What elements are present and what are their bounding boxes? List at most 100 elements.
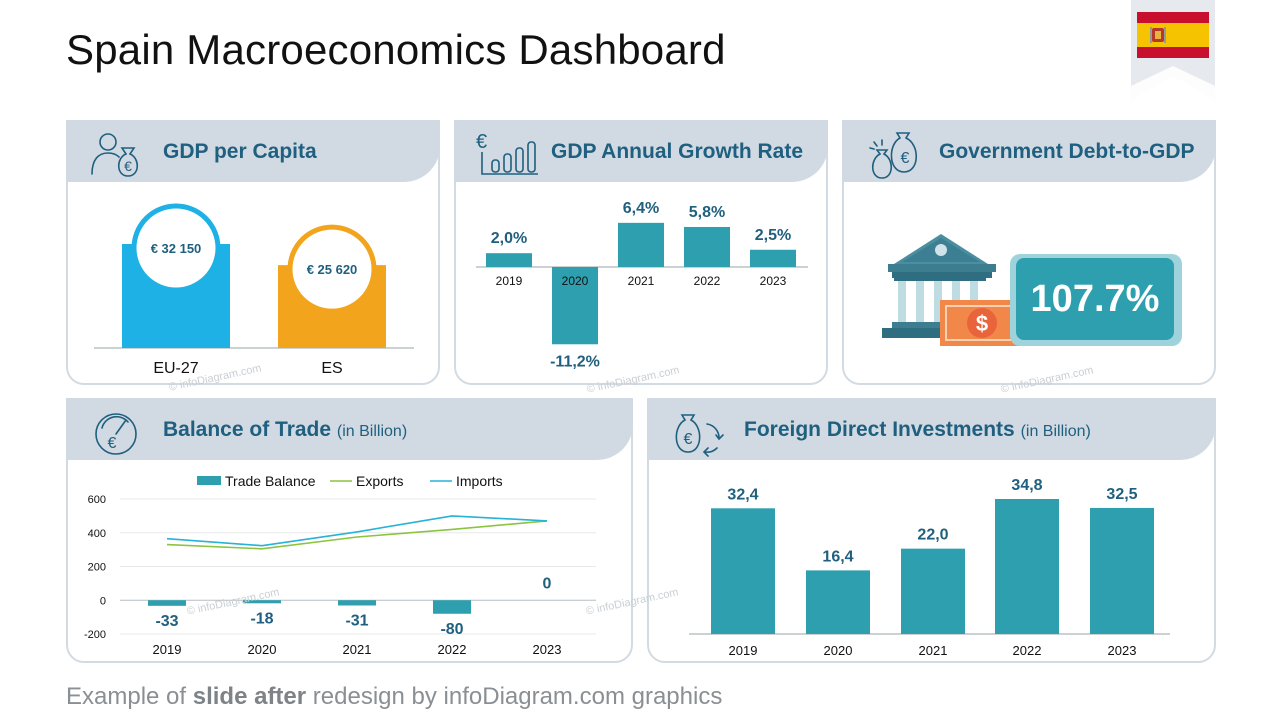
data-label: 2,0% — [491, 230, 527, 247]
x-tick-label: 2020 — [824, 643, 853, 658]
money-bag-exchange-icon: € — [675, 414, 724, 457]
value-circle — [287, 224, 377, 314]
bar — [618, 222, 664, 267]
bar — [243, 600, 281, 604]
legend-entry: Trade Balance — [225, 473, 316, 489]
footer-bold: slide after — [192, 683, 307, 710]
gdp-growth-chart: 2,0% 2019 -11,2% 2020 6,4% 2021 5,8% 2022 2,5% 20… — [476, 200, 808, 370]
euro-gauge-icon: € — [95, 413, 137, 455]
svg-text:€: € — [124, 158, 132, 174]
euro-bar-chart-icon: € — [476, 131, 538, 175]
y-tick-label: 600 — [88, 494, 106, 506]
data-label: € 25 620 — [307, 262, 358, 277]
x-tick-label: 2021 — [919, 643, 948, 658]
data-label: -18 — [250, 610, 273, 627]
x-tick-label: 2020 — [562, 274, 589, 288]
legend-swatch — [197, 476, 221, 485]
bar — [338, 600, 376, 606]
y-tick-label: 0 — [100, 595, 106, 607]
y-tick-label: 200 — [88, 562, 106, 574]
x-tick-label: EU-27 — [153, 360, 198, 377]
value-circle — [131, 203, 221, 293]
balance-of-trade-panel: € Balance of Trade (in Billion) 600 400 20… — [66, 398, 633, 663]
x-tick-label: 2020 — [248, 642, 277, 657]
y-tick-label: -200 — [84, 629, 106, 641]
balance-of-trade-chart: 600 400 200 0 -200 -33 2019 -18 2020 -31 2021 -80 20… — [84, 473, 596, 657]
series-line-imports — [166, 515, 548, 547]
x-tick-label: 2022 — [694, 274, 721, 288]
data-label: € 32 150 — [151, 241, 202, 256]
y-tick-label: 400 — [88, 528, 106, 540]
x-tick-label: 2021 — [628, 274, 655, 288]
gdp-per-capita-chart: € 32 150 EU-27 € 25 620 ES — [94, 203, 414, 377]
bar — [148, 600, 186, 606]
x-tick-label: ES — [321, 360, 342, 377]
person-money-bag-icon: € — [91, 133, 139, 177]
panel-title: GDP per Capita — [163, 140, 317, 163]
footer-caption: Example of slide after redesign by infoD… — [66, 683, 722, 711]
debt-value-box: 107.7% — [1016, 258, 1174, 340]
x-tick-label: 2022 — [1013, 643, 1042, 658]
fdi-panel: € Foreign Direct Investments (in Billion… — [585, 398, 1216, 663]
fdi-chart: 32,4 2019 16,4 2020 22,0 2021 34,8 2022 32,5 2023 — [689, 477, 1170, 658]
data-label: -33 — [155, 613, 178, 630]
panel-title-text: Foreign Direct Investments — [744, 418, 1015, 441]
panel-title: Foreign Direct Investments (in Billion) — [744, 418, 1091, 442]
panel-header — [647, 398, 1216, 460]
footer-prefix: Example of — [66, 683, 193, 710]
gdp-per-capita-panel: € GDP per Capita € 32 150 EU-27 € 25 620 ES… — [66, 120, 440, 394]
data-label: 22,0 — [917, 527, 948, 544]
legend-entry: Exports — [356, 473, 403, 489]
data-label: 0 — [543, 575, 552, 592]
x-tick-label: 2022 — [438, 642, 467, 657]
debt-value: 107.7% — [1030, 278, 1160, 320]
panel-header — [66, 398, 633, 460]
x-tick-label: 2019 — [496, 274, 523, 288]
panel-header — [66, 120, 440, 182]
x-tick-label: 2019 — [729, 643, 758, 658]
bar — [711, 508, 775, 634]
x-tick-label: 2023 — [760, 274, 787, 288]
svg-text:€: € — [684, 431, 693, 448]
svg-text:€: € — [476, 131, 487, 153]
bar — [486, 253, 532, 267]
page-title: Spain Macroeconomics Dashboard — [66, 26, 726, 73]
bar — [806, 570, 870, 634]
data-label: -11,2% — [550, 353, 600, 370]
gdp-growth-panel: € GDP Annual Growth Rate 2,0% 2019 -11,2% 2… — [454, 120, 828, 396]
series-line-exports — [166, 520, 548, 550]
bar — [901, 548, 965, 634]
panel-title: Government Debt-to-GDP — [939, 140, 1195, 163]
svg-text:€: € — [108, 435, 117, 452]
data-label: 5,8% — [689, 204, 725, 221]
bar — [1090, 507, 1154, 634]
bar — [995, 499, 1059, 634]
panel-subtitle: (in Billion) — [336, 423, 408, 440]
svg-text:$: $ — [976, 311, 988, 336]
panel-title: GDP Annual Growth Rate — [551, 140, 804, 163]
data-label: -31 — [345, 612, 368, 629]
data-label: 32,5 — [1106, 486, 1137, 503]
x-tick-label: 2019 — [153, 642, 182, 657]
svg-text:€: € — [901, 150, 910, 167]
gov-debt-panel: € Government Debt-to-GDP $ 107.7% © info… — [842, 120, 1216, 396]
data-label: 34,8 — [1011, 477, 1042, 494]
x-tick-label: 2021 — [343, 642, 372, 657]
bar — [750, 249, 796, 267]
watermark: © infoDiagram.com — [999, 364, 1095, 396]
spain-flag-ribbon — [1131, 0, 1215, 102]
coat-of-arms-icon — [1150, 27, 1166, 43]
data-label: 16,4 — [822, 548, 853, 565]
bar — [552, 267, 598, 345]
panel-subtitle: (in Billion) — [1020, 423, 1091, 440]
x-tick-label: 2023 — [533, 642, 562, 657]
footer-suffix: redesign by infoDiagram.com graphics — [306, 683, 723, 710]
money-bags-icon: € — [869, 132, 918, 179]
bar — [433, 600, 471, 614]
bar — [684, 226, 730, 267]
legend-entry: Imports — [456, 473, 503, 489]
panel-title: Balance of Trade (in Billion) — [163, 418, 407, 442]
data-label: 32,4 — [727, 486, 758, 503]
data-label: -80 — [440, 621, 463, 638]
panel-title-text: Balance of Trade — [163, 418, 332, 441]
